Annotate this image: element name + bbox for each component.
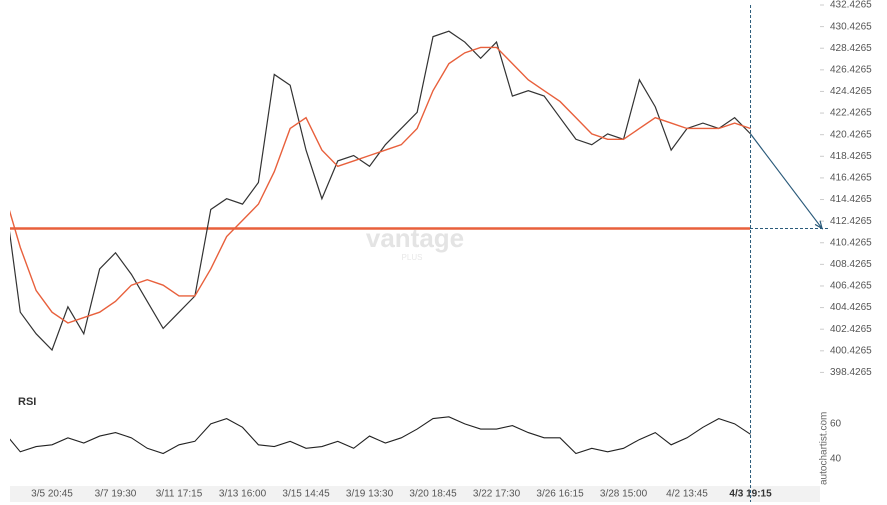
x-tick-label: 3/13 16:00 <box>219 489 267 500</box>
x-axis-band <box>10 486 820 502</box>
y-tick-label: 410.4265 <box>830 237 872 248</box>
rsi-title: RSI <box>18 396 36 408</box>
x-tick-label: 3/26 16:15 <box>536 489 584 500</box>
arrow-head <box>814 220 823 230</box>
projection-arrow <box>750 133 823 229</box>
y-tick-label: 414.4265 <box>830 194 872 205</box>
series-line <box>10 30 751 352</box>
rsi-tick-label: 60 <box>830 418 842 429</box>
credit: autochartist.com <box>819 412 830 485</box>
series-line <box>10 46 751 324</box>
rsi-tick-label: 40 <box>830 453 842 464</box>
x-tick-label: 3/7 19:30 <box>95 489 137 500</box>
x-tick-label: 3/15 14:45 <box>282 489 330 500</box>
y-tick-label: 412.4265 <box>830 216 872 227</box>
y-tick-label: 418.4265 <box>830 151 872 162</box>
x-tick-label: 3/5 20:45 <box>31 489 73 500</box>
x-tick-label: 3/11 17:15 <box>156 489 203 500</box>
y-tick-label: 408.4265 <box>830 259 872 270</box>
y-tick-label: 428.4265 <box>830 43 872 54</box>
y-tick-label: 426.4265 <box>830 64 872 75</box>
rsi-line <box>10 416 751 455</box>
y-tick-label: 404.4265 <box>830 302 872 313</box>
y-tick-label: 400.4265 <box>830 345 872 356</box>
y-tick-label: 416.4265 <box>830 173 872 184</box>
plot-bg <box>10 0 820 485</box>
y-tick-label: 406.4265 <box>830 281 872 292</box>
y-tick-label: 422.4265 <box>830 108 872 119</box>
watermark-sub: PLUS <box>402 253 423 262</box>
x-tick-label: 3/28 15:00 <box>600 489 648 500</box>
y-tick-label: 420.4265 <box>830 129 872 140</box>
x-tick-label: 3/22 17:30 <box>473 489 521 500</box>
y-tick-label: 424.4265 <box>830 86 872 97</box>
x-tick-label: 4/3 19:15 <box>729 489 772 500</box>
x-tick-label: 3/20 18:45 <box>409 489 457 500</box>
y-tick-label: 432.4265 <box>830 0 872 11</box>
y-tick-label: 398.4265 <box>830 367 872 378</box>
y-tick-label: 430.4265 <box>830 21 872 32</box>
x-tick-label: 4/2 13:45 <box>666 489 708 500</box>
y-tick-label: 402.4265 <box>830 324 872 335</box>
x-tick-label: 3/19 13:30 <box>346 489 394 500</box>
